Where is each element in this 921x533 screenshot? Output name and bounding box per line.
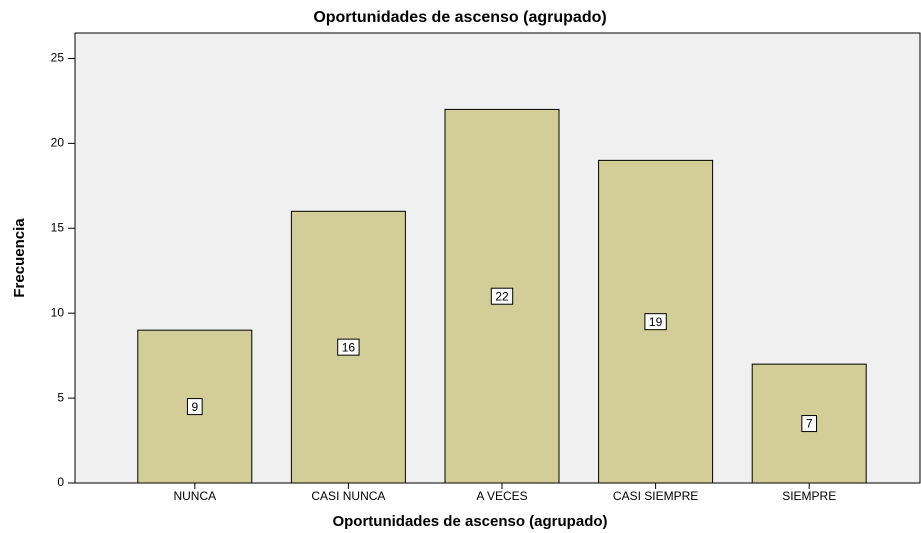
data-label: 7: [806, 417, 813, 431]
x-axis-title: Oportunidades de ascenso (agrupado): [332, 513, 607, 530]
data-label-box: [337, 338, 360, 356]
data-label: 9: [191, 400, 198, 414]
x-tick-label: A VECES: [476, 489, 527, 503]
data-label-box: [490, 287, 514, 305]
y-tick-label: 15: [51, 220, 65, 234]
data-label: 16: [342, 340, 356, 354]
data-label-box: [186, 398, 203, 416]
data-label-box: [801, 415, 818, 433]
y-axis-title: Frecuencia: [11, 218, 28, 298]
data-label: 22: [495, 289, 509, 303]
data-label-box: [644, 313, 667, 331]
data-label: 19: [649, 315, 663, 329]
y-tick-label: 20: [51, 136, 65, 150]
x-tick-label: CASI NUNCA: [311, 489, 385, 503]
x-tick-label: SIEMPRE: [782, 489, 836, 503]
y-tick-label: 5: [57, 390, 64, 404]
x-tick-label: CASI SIEMPRE: [613, 489, 698, 503]
y-tick-label: 0: [57, 475, 64, 489]
y-tick-label: 25: [51, 51, 65, 65]
x-tick-label: NUNCA: [173, 489, 216, 503]
y-tick-label: 10: [51, 305, 65, 319]
chart-title: Oportunidades de ascenso (agrupado): [313, 9, 606, 26]
